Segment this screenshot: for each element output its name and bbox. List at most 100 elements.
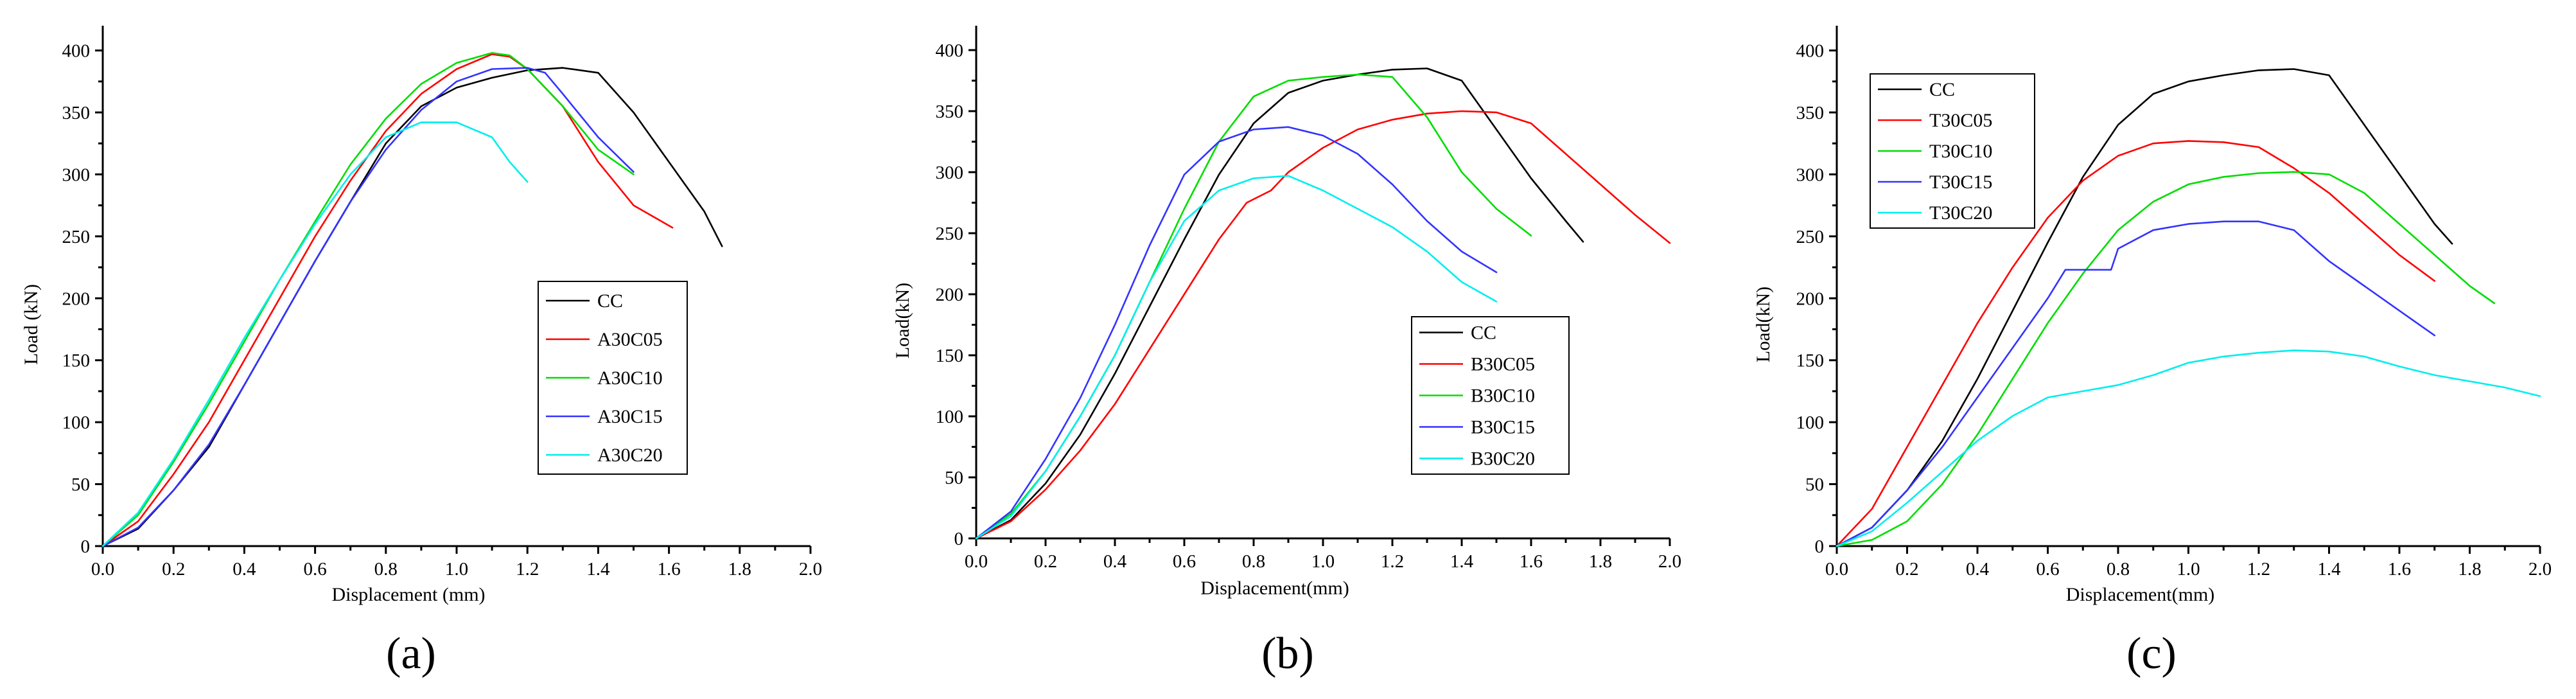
series-line-b30c15 <box>975 126 1498 540</box>
x-tick-label: 0.4 <box>1966 559 1990 580</box>
x-tick-label: 1.6 <box>1520 551 1543 572</box>
legend <box>1411 316 1570 475</box>
x-tick-label: 1.6 <box>657 559 680 580</box>
series-line-cc <box>975 67 1584 540</box>
legend-label: T30C05 <box>1929 110 1992 131</box>
x-tick-label: 2.0 <box>2528 559 2552 580</box>
y-tick-label: 50 <box>945 468 963 488</box>
x-tick-label: 0.2 <box>1895 559 1918 580</box>
x-tick-label: 0.6 <box>1173 551 1196 572</box>
legend-label: A30C15 <box>597 406 663 427</box>
y-tick-label: 300 <box>1796 164 1825 185</box>
y-axis-title: Load (kN) <box>21 284 42 365</box>
y-tick-label: 350 <box>936 102 964 122</box>
y-tick-label: 150 <box>1796 351 1825 371</box>
legend-label: B30C15 <box>1471 417 1535 438</box>
series-line-t30c20 <box>1836 350 2541 547</box>
y-axis-title: Load(kN) <box>1753 287 1774 362</box>
series-line-cc <box>101 67 723 547</box>
x-tick-label: 0.8 <box>374 559 398 580</box>
x-tick-label: 0.4 <box>232 559 256 580</box>
y-tick-label: 400 <box>936 40 964 61</box>
y-tick-label: 100 <box>62 412 91 433</box>
y-tick-label: 150 <box>62 351 91 371</box>
x-tick-label: 1.0 <box>445 559 468 580</box>
series-line-t30c15 <box>1836 220 2436 547</box>
y-tick-label: 50 <box>71 475 90 495</box>
x-tick-label: 1.8 <box>2458 559 2481 580</box>
y-axis-title: Load(kN) <box>892 283 913 358</box>
y-tick-label: 300 <box>936 163 964 183</box>
series-line-a30c20 <box>101 121 529 547</box>
x-tick-label: 0.0 <box>1825 559 1848 580</box>
x-axis-title: Displacement (mm) <box>331 584 485 605</box>
series-line-t30c05 <box>1836 140 2436 547</box>
y-tick-label: 200 <box>62 288 91 309</box>
x-axis-title: Displacement(mm) <box>1200 578 1349 599</box>
y-tick-label: 100 <box>936 407 964 427</box>
x-tick-label: 1.4 <box>1450 551 1474 572</box>
legend-label: A30C10 <box>597 367 663 389</box>
x-tick-label: 2.0 <box>1658 551 1681 572</box>
chart-panel-b: 0.0 0.2 0.4 0.6 0.8 1.0 1.2 1.4 1.6 1.8 2.0 0 50 100 1… <box>892 26 1681 678</box>
y-tick-label: 250 <box>936 224 964 244</box>
y-tick-label: 350 <box>1796 103 1825 123</box>
x-tick-label: 1.2 <box>2247 559 2270 580</box>
legend-label: CC <box>1471 323 1496 344</box>
x-tick-label: 1.6 <box>2388 559 2411 580</box>
chart-panel-c: 0.0 0.2 0.4 0.6 0.8 1.0 1.2 1.4 1.6 1.8 2.0 0 50 100 1… <box>1753 26 2552 678</box>
series-line-t30c10 <box>1836 171 2496 547</box>
y-tick-label: 50 <box>1805 475 1824 495</box>
legend-label: CC <box>1929 79 1955 100</box>
x-tick-label: 0.8 <box>1242 551 1265 572</box>
y-tick-label: 200 <box>936 285 964 305</box>
y-tick-label: 0 <box>81 536 91 557</box>
x-tick-label: 1.8 <box>1589 551 1612 572</box>
y-tick-label: 400 <box>62 41 91 62</box>
series-line-b30c20 <box>975 175 1498 540</box>
legend-label: T30C20 <box>1929 202 1992 224</box>
x-tick-label: 0.6 <box>2036 559 2059 580</box>
x-tick-label: 1.4 <box>2317 559 2341 580</box>
series-line-a30c15 <box>101 67 635 547</box>
series-line-cc <box>1836 68 2453 547</box>
y-tick-label: 150 <box>936 346 964 366</box>
x-tick-label: 0.8 <box>2107 559 2130 580</box>
legend-label: A30C20 <box>597 445 663 466</box>
legend-label: CC <box>597 290 623 312</box>
x-tick-label: 1.2 <box>516 559 539 580</box>
legend-label: B30C20 <box>1471 448 1535 470</box>
x-axis-title: Displacement(mm) <box>2066 584 2215 605</box>
series-line-b30c05 <box>975 110 1671 540</box>
y-tick-label: 0 <box>954 529 964 549</box>
panel-label: (a) <box>386 629 436 678</box>
y-tick-label: 400 <box>1796 41 1825 62</box>
legend-label: B30C10 <box>1471 385 1535 407</box>
y-tick-label: 100 <box>1796 412 1825 433</box>
x-tick-label: 1.0 <box>1311 551 1335 572</box>
x-tick-label: 0.2 <box>162 559 185 580</box>
series-line-a30c05 <box>101 53 674 547</box>
y-tick-label: 250 <box>1796 227 1825 247</box>
y-tick-label: 0 <box>1815 536 1825 557</box>
legend-label: B30C05 <box>1471 354 1535 375</box>
panel-label: (c) <box>2126 629 2177 678</box>
y-tick-label: 200 <box>1796 288 1825 309</box>
chart-panel-a: 0.0 0.2 0.4 0.6 0.8 1.0 1.2 1.4 1.6 1.8 2.0 0 50 100 1… <box>21 26 822 678</box>
y-tick-label: 300 <box>62 164 91 185</box>
y-tick-label: 250 <box>62 227 91 247</box>
x-tick-label: 2.0 <box>799 559 822 580</box>
legend-label: T30C10 <box>1929 141 1992 162</box>
legend-label: T30C15 <box>1929 172 1992 193</box>
x-tick-label: 0.0 <box>91 559 114 580</box>
panel-label: (b) <box>1261 629 1314 678</box>
x-tick-label: 0.0 <box>965 551 988 572</box>
y-tick-label: 350 <box>62 103 91 123</box>
x-tick-label: 0.6 <box>303 559 326 580</box>
x-tick-label: 0.2 <box>1034 551 1057 572</box>
x-tick-label: 1.4 <box>586 559 610 580</box>
x-tick-label: 1.0 <box>2177 559 2200 580</box>
x-tick-label: 1.2 <box>1381 551 1404 572</box>
series-line-a30c10 <box>101 52 635 547</box>
